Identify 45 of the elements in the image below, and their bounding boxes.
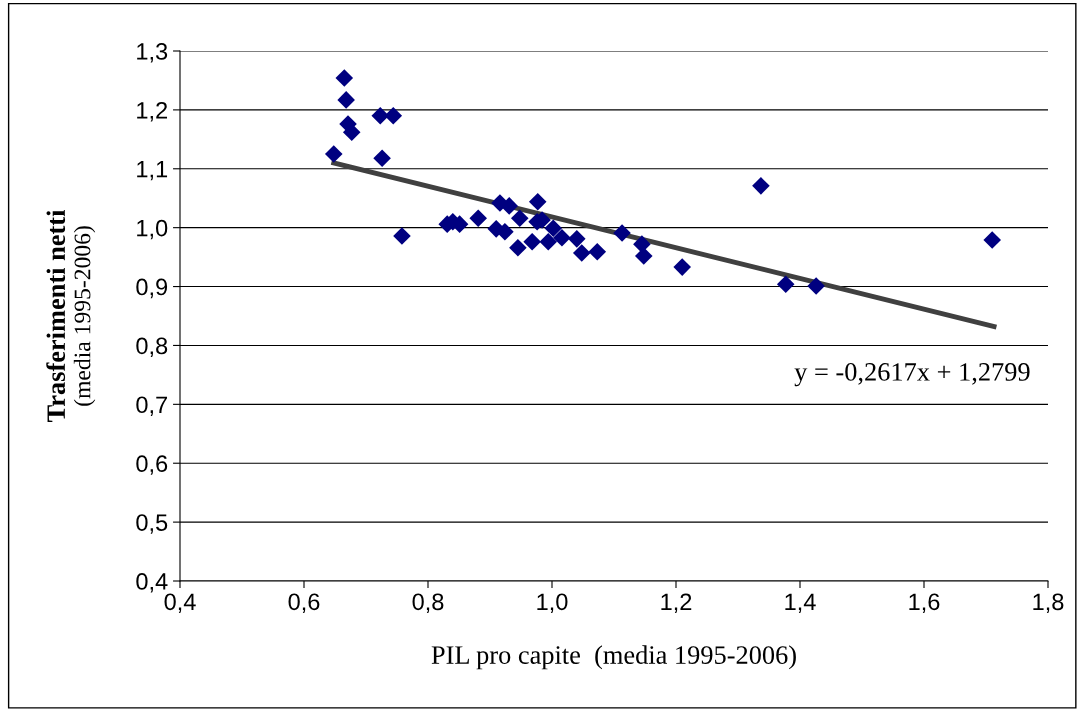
point xyxy=(324,145,343,163)
point xyxy=(393,227,411,245)
point xyxy=(384,106,403,125)
x-tick-label: 0,4 xyxy=(164,593,196,613)
point xyxy=(588,243,607,261)
annotation: y = -0,2617x + 1,2799 xyxy=(794,363,1030,387)
point xyxy=(983,231,1001,249)
x-tick-label: 1,8 xyxy=(1033,593,1064,613)
y-tick-label: 1,0 xyxy=(137,219,168,240)
point xyxy=(469,209,487,228)
y-tick-label: 1,3 xyxy=(137,43,168,63)
y-tick-label: 0,5 xyxy=(136,514,168,534)
point xyxy=(634,247,653,265)
x-tick-label: 0,6 xyxy=(288,593,320,613)
y-tick-label: 1,1 xyxy=(137,161,168,181)
point xyxy=(523,233,541,251)
point xyxy=(807,277,825,295)
x-tick-label: 1,6 xyxy=(909,593,940,613)
point xyxy=(373,149,391,167)
point xyxy=(528,192,547,211)
y-tick-label: 0,7 xyxy=(136,396,168,416)
y-axis-title: Trasferimenti netti (media 1995-2006) xyxy=(46,210,96,422)
point xyxy=(553,228,571,247)
y-tick-label: 1,2 xyxy=(137,101,168,122)
x-tick-label: 1,2 xyxy=(661,593,692,613)
point xyxy=(673,258,691,276)
point xyxy=(613,224,631,242)
point xyxy=(509,238,527,257)
point xyxy=(544,219,563,238)
point xyxy=(568,230,586,248)
point xyxy=(572,244,591,262)
point xyxy=(335,69,354,87)
point xyxy=(752,177,770,195)
point xyxy=(539,233,558,251)
y-tick-label: 0,8 xyxy=(136,337,168,358)
point xyxy=(776,275,795,293)
y-tick-label: 0,9 xyxy=(136,278,168,299)
x-tick-label: 1,4 xyxy=(785,593,816,613)
x-tick-label: 0,8 xyxy=(412,593,444,613)
x-tick-label: 1,0 xyxy=(537,593,568,613)
point xyxy=(510,209,529,228)
point xyxy=(337,91,355,109)
y-tick-label: 0,6 xyxy=(136,455,168,475)
x-axis-title: PIL pro capite (media 1995-2006) xyxy=(431,645,796,670)
y-tick-label: 0,4 xyxy=(136,573,168,593)
